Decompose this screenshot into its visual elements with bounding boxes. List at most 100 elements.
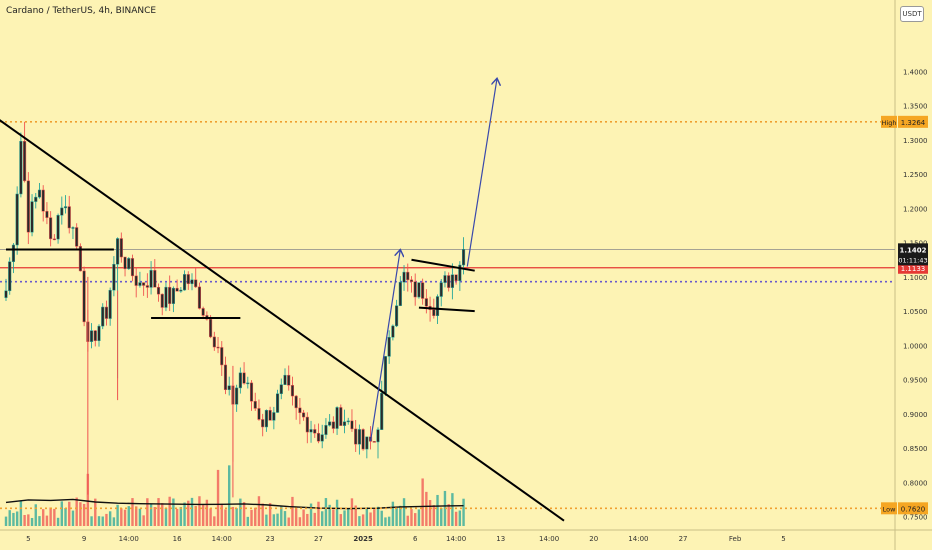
candle-body <box>90 330 94 342</box>
y-tick-label: 1.3000 <box>903 137 928 145</box>
volume-bar <box>443 490 447 526</box>
volume-bar <box>257 496 261 526</box>
candle-body <box>417 282 421 298</box>
candle-body <box>4 290 8 298</box>
volume-bar <box>343 510 346 526</box>
candle-body <box>279 384 283 394</box>
volume-bar <box>395 507 398 526</box>
volume-bar <box>90 516 93 526</box>
volume-bar <box>365 507 369 526</box>
candle-body <box>108 289 112 319</box>
candle-body <box>216 346 220 349</box>
candle-body <box>138 282 142 286</box>
volume-bar <box>462 498 465 526</box>
candle-body <box>212 336 216 348</box>
low-price-tag <box>881 502 897 515</box>
volume-bar <box>361 514 365 526</box>
candle-body <box>78 246 82 272</box>
candle-body <box>220 347 224 366</box>
projection-arrow <box>466 78 497 267</box>
candle-body <box>339 407 343 426</box>
volume-bar <box>451 493 454 526</box>
volume-bar <box>302 509 305 526</box>
candle-body <box>15 193 19 246</box>
candle-body <box>209 318 213 338</box>
candle-body <box>19 141 23 195</box>
volume-bar <box>324 498 328 526</box>
volume-bar <box>209 508 212 526</box>
trend-line <box>0 119 565 522</box>
volume-bar <box>138 508 142 526</box>
volume-bar <box>27 514 30 526</box>
candle-body <box>60 207 64 216</box>
candle-body <box>30 201 34 233</box>
volume-bar <box>306 513 309 526</box>
volume-bar <box>339 514 342 526</box>
candle-body <box>149 270 153 288</box>
volume-bar <box>201 504 205 526</box>
volume-bar <box>213 516 216 526</box>
candle-body <box>171 287 175 304</box>
volume-bar <box>410 509 413 526</box>
volume-bar <box>123 509 127 526</box>
low-price-value-box <box>898 502 928 515</box>
candle-body <box>387 337 391 357</box>
candle-body <box>97 325 101 341</box>
candle-body <box>272 412 276 421</box>
high-price-value: 1.3264 <box>901 119 926 127</box>
candle-body <box>372 441 376 443</box>
volume-bar <box>175 508 179 526</box>
candle-body <box>380 392 384 430</box>
volume-bar <box>116 504 119 526</box>
candle-body <box>253 401 257 409</box>
x-tick-label: 23 <box>266 535 275 543</box>
volume-bar <box>384 517 387 526</box>
candle-body <box>127 258 131 270</box>
volume-bar <box>358 516 361 526</box>
candle-body <box>37 189 42 198</box>
candle-body <box>123 256 127 270</box>
y-tick-label: 1.4000 <box>903 68 928 76</box>
candle-body <box>354 428 358 445</box>
volume-bar <box>149 503 153 526</box>
volume-bar <box>250 509 253 526</box>
candle-body <box>361 429 365 450</box>
candle-body <box>186 274 190 285</box>
candle-body <box>168 286 172 304</box>
candle-body <box>130 258 135 277</box>
volume-bar <box>268 503 272 526</box>
x-tick-label: 14:00 <box>119 535 139 543</box>
candle-body <box>413 281 417 298</box>
candle-body <box>447 275 451 288</box>
candle-body <box>145 285 149 288</box>
quote-currency-badge[interactable]: USDT <box>900 6 924 22</box>
candle-body <box>268 410 272 421</box>
volume-bar <box>172 498 175 526</box>
volume-bar <box>280 506 283 526</box>
candle-body <box>294 395 298 409</box>
candle-body <box>439 282 443 297</box>
volume-bar <box>8 510 11 526</box>
volume-bar <box>49 507 52 526</box>
volume-bar <box>86 473 90 526</box>
y-tick-label: 0.9500 <box>903 377 928 385</box>
x-tick-label: 9 <box>82 535 86 543</box>
volume-bar <box>272 514 276 526</box>
volume-bar <box>332 509 335 526</box>
candle-body <box>335 407 339 429</box>
candle-body <box>41 189 45 212</box>
volume-bar <box>235 508 238 526</box>
candle-body <box>227 385 231 390</box>
candle-body <box>309 429 313 433</box>
volume-bar <box>34 504 37 526</box>
candle-body <box>183 274 187 291</box>
candle-body <box>34 196 38 202</box>
volume-bar <box>231 506 235 526</box>
low-price-label: Low <box>883 505 896 513</box>
candle-body <box>153 270 157 288</box>
candle-body <box>160 293 164 308</box>
candle-body <box>424 298 428 307</box>
volume-bar <box>198 496 201 526</box>
volume-bar <box>242 502 246 526</box>
